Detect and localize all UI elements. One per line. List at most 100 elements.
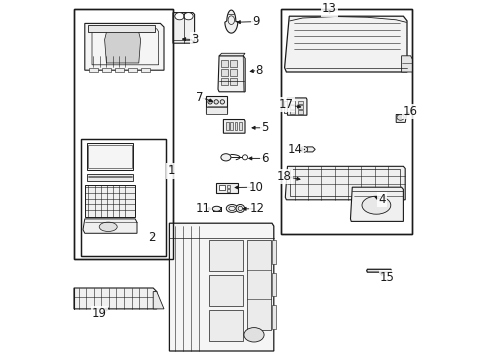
Polygon shape [170,223,274,351]
Bar [128,68,137,72]
Text: 12: 12 [250,202,265,215]
Bar [290,110,295,114]
Ellipse shape [300,147,308,152]
Bar [116,68,124,72]
Bar [88,145,132,168]
Bar [81,139,166,256]
Ellipse shape [221,154,231,161]
Polygon shape [85,23,164,70]
Text: 3: 3 [191,33,198,46]
Text: 8: 8 [256,64,263,77]
Polygon shape [74,288,157,309]
Bar [297,105,303,109]
Bar [85,185,135,217]
Polygon shape [367,269,392,272]
Text: 13: 13 [322,3,337,15]
Text: 5: 5 [261,121,269,134]
Bar [81,139,166,256]
Ellipse shape [214,100,219,104]
Polygon shape [219,53,245,56]
Polygon shape [396,114,406,122]
Polygon shape [83,219,137,233]
Text: 14: 14 [288,143,303,156]
Ellipse shape [244,328,264,342]
Bar [290,101,295,104]
Text: 7: 7 [196,91,204,104]
Ellipse shape [184,13,193,20]
Polygon shape [153,292,164,309]
Ellipse shape [236,204,245,212]
Bar [209,310,243,341]
Bar [230,78,237,85]
Bar [216,183,238,193]
Bar [272,240,276,264]
Polygon shape [288,98,307,115]
Text: 16: 16 [403,105,418,118]
Bar [281,9,413,234]
Bar [221,78,228,85]
Text: 2: 2 [147,231,155,244]
Bar [209,240,243,271]
Polygon shape [173,13,195,43]
Bar [297,101,303,104]
Bar [90,68,98,72]
Bar [230,122,233,130]
Bar [102,68,111,72]
Bar [235,122,238,130]
Text: 10: 10 [248,181,263,194]
Bar [247,240,271,330]
Bar [141,68,150,72]
Ellipse shape [220,100,224,104]
Bar [206,107,227,114]
Bar [230,60,237,67]
Bar [290,105,295,109]
Ellipse shape [175,13,184,20]
Text: 1: 1 [168,165,175,177]
Bar [290,169,400,196]
Polygon shape [350,187,403,221]
Bar [221,60,228,67]
Text: 6: 6 [261,152,269,165]
Bar [230,69,237,76]
Polygon shape [285,16,407,72]
Bar [227,189,230,192]
Text: 11: 11 [196,202,211,215]
Polygon shape [285,166,405,200]
Text: 9: 9 [252,15,260,28]
Bar [281,9,413,234]
Polygon shape [213,207,221,211]
Bar [206,96,227,113]
Ellipse shape [397,114,404,120]
Bar [88,25,155,32]
Bar [87,174,133,181]
Bar [221,69,228,76]
Ellipse shape [243,155,247,160]
Polygon shape [402,56,413,72]
Text: 15: 15 [380,271,394,284]
Bar [272,273,276,296]
Bar [226,122,229,130]
Bar [74,9,173,259]
Polygon shape [284,101,288,113]
Ellipse shape [212,206,221,211]
Polygon shape [225,10,238,33]
Bar [74,9,173,259]
Bar [219,185,225,190]
Polygon shape [104,32,141,63]
Bar [87,143,133,170]
Bar [209,275,243,306]
Ellipse shape [397,192,403,197]
Ellipse shape [362,196,391,214]
Text: 17: 17 [278,98,294,111]
Bar [227,185,230,188]
Ellipse shape [226,204,238,212]
Text: 19: 19 [92,307,107,320]
Text: 18: 18 [277,170,292,183]
Ellipse shape [99,222,117,231]
Polygon shape [223,120,245,133]
Polygon shape [218,56,245,92]
Bar [239,122,242,130]
Bar [297,110,303,114]
Polygon shape [243,56,245,92]
Bar [272,305,276,329]
